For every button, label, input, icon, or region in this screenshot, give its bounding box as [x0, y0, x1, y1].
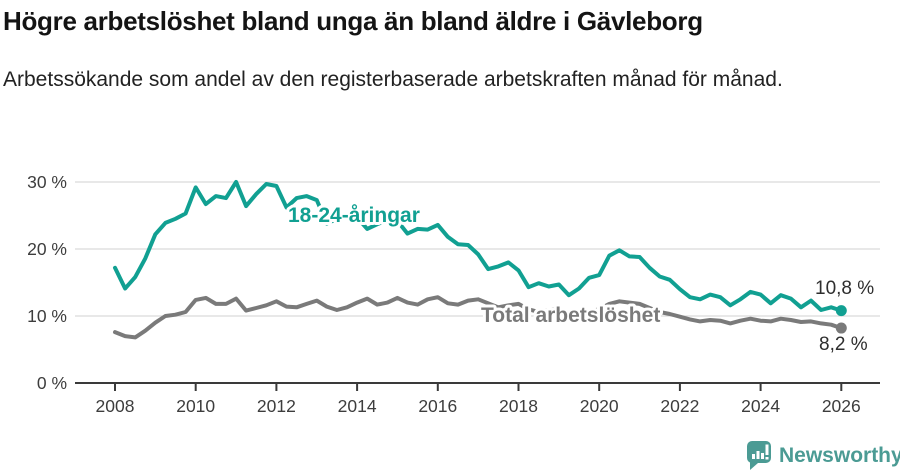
- x-tick-label: 2026: [822, 396, 861, 416]
- line-18-24-aringar: [113, 180, 844, 313]
- page-title: Högre arbetslöshet bland unga än bland ä…: [3, 6, 703, 36]
- brand-name: Newsworthy: [779, 443, 900, 467]
- x-tick-label: 2016: [418, 396, 457, 416]
- x-tick-label: 2008: [96, 396, 135, 416]
- newsworthy-bar-chart-icon: [747, 441, 771, 470]
- gridlines: [75, 181, 880, 317]
- x-tick-label: 2022: [660, 396, 699, 416]
- x-tick-label: 2018: [499, 396, 538, 416]
- y-axis-labels: 0 % 10 % 20 % 30 %: [27, 172, 67, 393]
- y-tick-label: 20 %: [27, 239, 67, 259]
- x-tick-label: 2020: [580, 396, 619, 416]
- series-label-18-24-aringar: 18-24-åringar: [288, 204, 420, 227]
- series-label-total-arbetsloshet: Total arbetslöshet: [481, 304, 660, 327]
- x-tick-label: 2012: [257, 396, 296, 416]
- chart-subtitle: Arbetssökande som andel av den registerb…: [3, 68, 783, 91]
- x-tick-label: 2010: [176, 396, 215, 416]
- end-value-total-arbetsloshet: 8,2 %: [819, 334, 868, 355]
- x-axis: 2008 2010 2012 2014 2016 2018 2020 2022 2024 2026: [75, 382, 880, 416]
- x-tick-label: 2014: [338, 396, 377, 416]
- x-tick-label: 2024: [741, 396, 780, 416]
- newsworthy-logo[interactable]: Newsworthy: [746, 440, 900, 471]
- end-dot-18-24-aringar: [835, 305, 847, 317]
- y-tick-label: 10 %: [27, 306, 67, 326]
- end-value-18-24-aringar: 10,8 %: [815, 278, 874, 299]
- line-total-arbetsloshet: [113, 295, 844, 340]
- end-dot-total-arbetsloshet: [835, 322, 847, 334]
- y-tick-label: 30 %: [27, 172, 67, 192]
- y-tick-label: 0 %: [37, 373, 67, 393]
